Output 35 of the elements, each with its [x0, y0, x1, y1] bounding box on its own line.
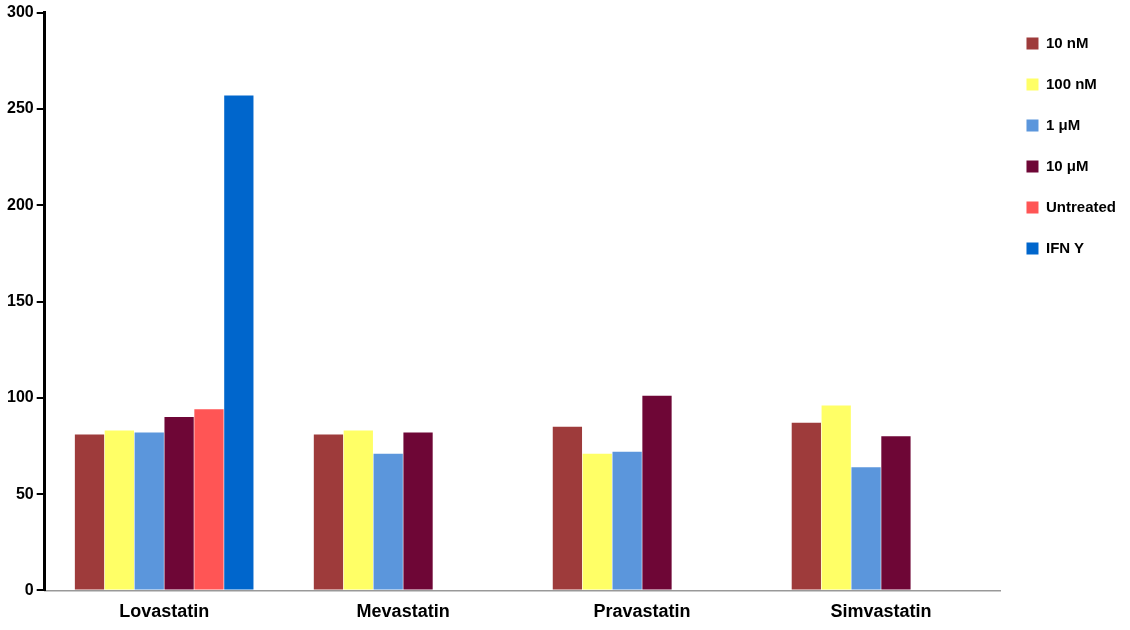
bar [194, 409, 224, 590]
bar [74, 434, 105, 590]
bar [313, 434, 344, 590]
bar [224, 95, 254, 590]
y-tick-label: 0 [24, 580, 34, 598]
bar [582, 453, 612, 590]
bar [104, 430, 134, 590]
legend-label: Untreated [1045, 197, 1116, 215]
y-tick-label: 50 [15, 484, 34, 502]
bar [403, 432, 433, 590]
legend-label: 1 μM [1045, 115, 1081, 133]
x-tick-label: Simvastatin [830, 601, 932, 622]
bar [552, 426, 583, 590]
bar [642, 395, 672, 590]
x-tick-label: Pravastatin [593, 601, 691, 622]
y-tick-label: 150 [6, 291, 34, 309]
bar [134, 432, 164, 590]
legend-label: 10 nM [1045, 33, 1089, 51]
bar [373, 453, 403, 590]
bar [343, 430, 373, 590]
bar [164, 417, 194, 590]
bar [791, 422, 821, 590]
x-tick-label: Mevastatin [356, 601, 450, 622]
x-tick-label: Lovastatin [119, 601, 210, 622]
bar [612, 451, 642, 590]
legend-label: 100 nM [1045, 74, 1097, 92]
legend-label: 10 μM [1045, 156, 1089, 174]
y-tick-label: 100 [6, 388, 34, 406]
legend-label: IFN Y [1045, 238, 1085, 256]
y-tick-label: 250 [6, 99, 34, 117]
bar [881, 436, 911, 590]
bar [851, 467, 881, 590]
y-tick-label: 200 [6, 195, 34, 213]
bar [821, 405, 851, 590]
y-tick-label: 300 [6, 3, 34, 21]
